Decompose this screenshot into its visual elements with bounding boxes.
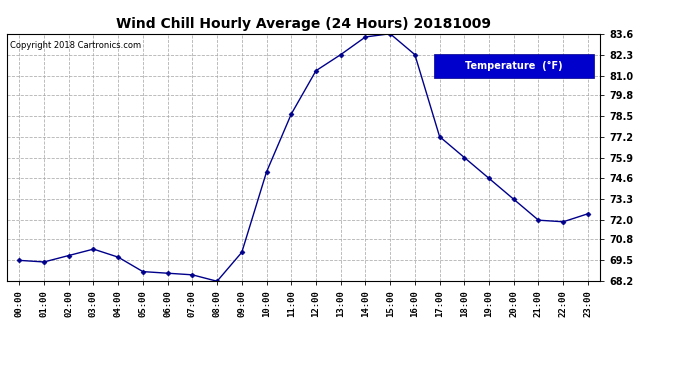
Title: Wind Chill Hourly Average (24 Hours) 20181009: Wind Chill Hourly Average (24 Hours) 201… <box>116 17 491 31</box>
Text: Temperature  (°F): Temperature (°F) <box>466 61 563 71</box>
FancyBboxPatch shape <box>434 54 594 78</box>
Text: Copyright 2018 Cartronics.com: Copyright 2018 Cartronics.com <box>10 41 141 50</box>
